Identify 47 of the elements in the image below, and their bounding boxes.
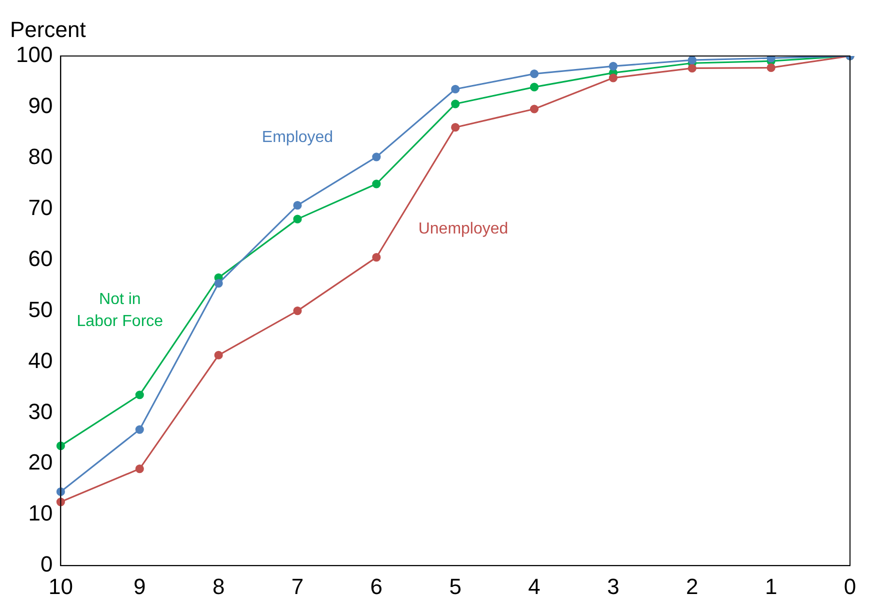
y-tick-label: 20 — [28, 450, 53, 475]
x-tick-label: 1 — [764, 574, 778, 599]
point — [608, 74, 618, 82]
point — [214, 278, 223, 288]
point — [451, 123, 460, 132]
point — [766, 63, 776, 72]
point — [451, 100, 460, 108]
y-tick-label: 30 — [28, 398, 53, 424]
series-label: Not in Labor Force — [76, 291, 164, 330]
point — [530, 70, 539, 78]
x-tick-label: 8 — [212, 574, 225, 599]
y-tick-label: 50 — [28, 296, 53, 322]
point — [530, 82, 539, 92]
x-tick-label: 2 — [686, 574, 698, 599]
x-tick-label: 4 — [528, 574, 540, 599]
y-tick-label: 60 — [28, 246, 53, 271]
x-tick-label: 7 — [291, 574, 304, 599]
x-tick-label: 3 — [607, 574, 620, 599]
point — [608, 62, 618, 70]
y-tick-label: 90 — [28, 93, 53, 118]
y-tick-label: 100 — [16, 42, 53, 68]
series-label: Unemployed — [418, 220, 508, 238]
point — [372, 180, 381, 188]
point — [530, 104, 539, 114]
point — [293, 306, 302, 316]
text: Employed — [262, 128, 334, 146]
point — [372, 152, 381, 162]
point — [135, 425, 144, 434]
y-tick-label: 10 — [28, 500, 53, 526]
point — [688, 64, 696, 73]
point — [688, 56, 696, 64]
point — [214, 350, 223, 360]
point — [451, 84, 460, 94]
point — [766, 56, 776, 62]
y-axis-title: Percent — [10, 17, 86, 42]
point — [293, 201, 302, 210]
x-tick-label: 9 — [134, 574, 146, 599]
point — [372, 252, 381, 262]
point — [135, 464, 144, 474]
x-tick-label: 0 — [844, 574, 856, 599]
x-tick-label: 6 — [370, 574, 383, 599]
point — [293, 214, 302, 224]
y-tick-label: 80 — [28, 144, 53, 169]
y-tick-label: 40 — [28, 348, 53, 373]
x-tick-label: 5 — [449, 574, 462, 599]
y-tick-label: 70 — [28, 194, 53, 220]
point — [135, 390, 144, 400]
